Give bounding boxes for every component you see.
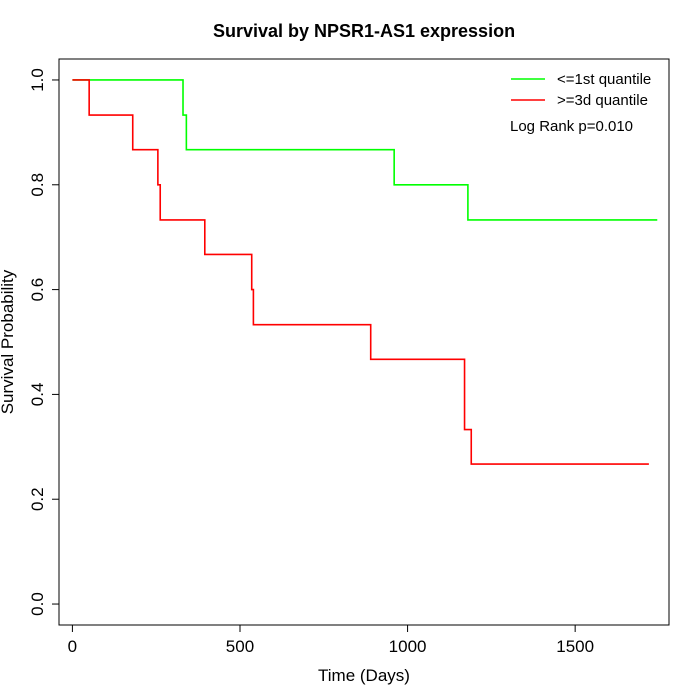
logrank-annotation: Log Rank p=0.010 bbox=[510, 118, 633, 135]
y-tick-label: 0.8 bbox=[28, 173, 47, 197]
plot-frame bbox=[58, 58, 670, 626]
series-line-1 bbox=[72, 79, 649, 465]
x-tick-label: 500 bbox=[226, 637, 254, 656]
legend-label-1: >=3d quantile bbox=[557, 92, 648, 109]
x-tick-label: 1500 bbox=[556, 637, 594, 656]
chart-title: Survival by NPSR1-AS1 expression bbox=[213, 21, 515, 41]
legend-label-0: <=1st quantile bbox=[557, 71, 651, 88]
x-tick-label: 0 bbox=[68, 637, 77, 656]
y-axis-label: Survival Probability bbox=[0, 269, 17, 414]
y-tick-label: 0.6 bbox=[28, 278, 47, 302]
y-tick-label: 0.2 bbox=[28, 487, 47, 511]
x-axis-label: Time (Days) bbox=[318, 666, 410, 685]
x-tick-label: 1000 bbox=[389, 637, 427, 656]
y-tick-label: 1.0 bbox=[28, 68, 47, 92]
series-line-0 bbox=[72, 79, 658, 221]
x-axis: 0 500 1000 1500 bbox=[68, 624, 594, 656]
legend: <=1st quantile >=3d quantile bbox=[511, 71, 651, 109]
y-axis: 0.0 0.2 0.4 0.6 0.8 1.0 bbox=[28, 68, 60, 616]
y-tick-label: 0.4 bbox=[28, 383, 47, 407]
series-layer bbox=[72, 79, 658, 465]
y-tick-label: 0.0 bbox=[28, 592, 47, 616]
